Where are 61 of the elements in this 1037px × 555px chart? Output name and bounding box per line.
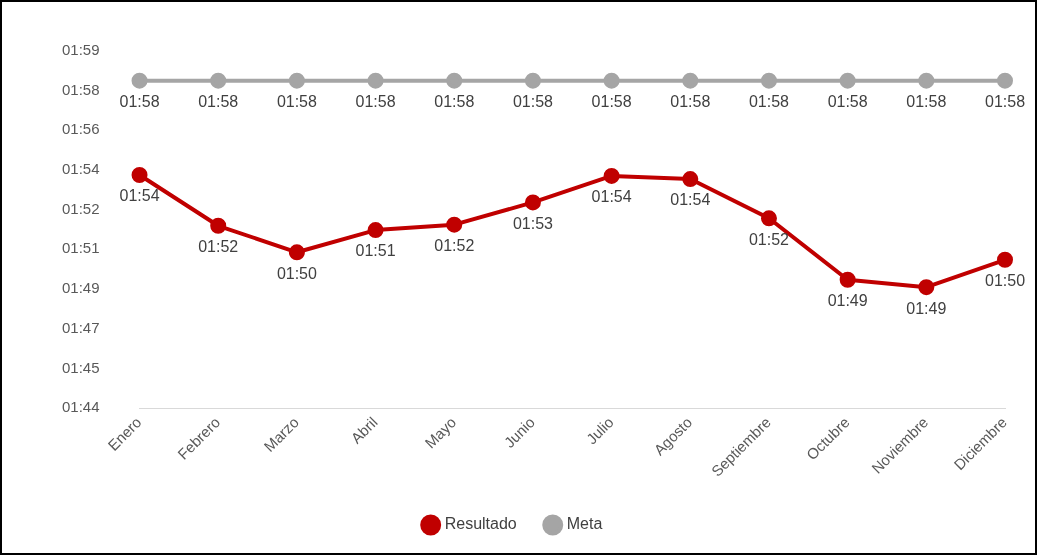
y-tick-label: 01:59 xyxy=(61,41,100,59)
data-label: 01:52 xyxy=(434,237,475,255)
data-label: 01:58 xyxy=(355,93,396,111)
y-tick-label: 01:56 xyxy=(61,120,100,138)
data-label: 01:54 xyxy=(591,188,632,206)
point xyxy=(997,72,1013,89)
data-label: 01:50 xyxy=(276,264,318,282)
point xyxy=(367,72,384,89)
y-tick-label: 01:52 xyxy=(61,199,100,217)
data-label: 01:58 xyxy=(276,93,318,111)
point xyxy=(446,216,463,233)
legend-label: Meta xyxy=(566,515,603,533)
data-label: 01:58 xyxy=(748,93,790,111)
point xyxy=(446,72,463,89)
point xyxy=(760,210,777,227)
y-tick-label: 01:51 xyxy=(61,239,100,257)
point xyxy=(210,72,227,89)
data-label: 01:50 xyxy=(984,272,1026,290)
point xyxy=(603,167,620,184)
data-label: 01:54 xyxy=(119,187,160,205)
point xyxy=(603,72,620,89)
y-tick-label: 01:44 xyxy=(61,398,100,416)
point xyxy=(288,72,305,89)
data-label: 01:54 xyxy=(670,191,711,209)
data-label: 01:58 xyxy=(906,93,947,111)
point xyxy=(682,171,699,188)
data-label: 01:58 xyxy=(984,93,1026,111)
point xyxy=(524,194,541,211)
y-tick-label: 01:58 xyxy=(61,80,100,98)
data-label: 01:53 xyxy=(512,214,554,232)
data-label: 01:58 xyxy=(512,93,554,111)
data-label: 01:58 xyxy=(198,93,239,111)
data-label: 01:58 xyxy=(434,93,475,111)
data-label: 01:52 xyxy=(748,230,790,248)
data-label: 01:58 xyxy=(827,93,868,111)
point xyxy=(997,251,1013,268)
point xyxy=(131,167,148,183)
y-tick-label: 01:49 xyxy=(61,279,100,297)
data-label: 01:52 xyxy=(198,238,239,256)
data-label: 01:51 xyxy=(355,242,396,260)
y-tick-label: 01:45 xyxy=(61,358,100,376)
point xyxy=(839,72,856,89)
point xyxy=(131,72,148,89)
point xyxy=(682,72,699,89)
data-label: 01:58 xyxy=(119,93,160,111)
data-label: 01:58 xyxy=(591,93,632,111)
point xyxy=(367,222,384,239)
point xyxy=(839,271,856,288)
data-label: 01:49 xyxy=(906,299,947,317)
point xyxy=(918,279,935,296)
y-tick-label: 01:54 xyxy=(61,160,100,178)
data-label: 01:49 xyxy=(827,292,868,310)
point xyxy=(288,244,305,261)
x-tick-label: Julio xyxy=(582,413,617,448)
point xyxy=(918,72,935,89)
legend-label: Resultado xyxy=(444,515,517,533)
y-tick-label: 01:47 xyxy=(61,318,100,336)
point xyxy=(524,72,541,89)
point xyxy=(210,217,227,234)
data-label: 01:58 xyxy=(670,93,711,111)
point xyxy=(760,72,777,89)
